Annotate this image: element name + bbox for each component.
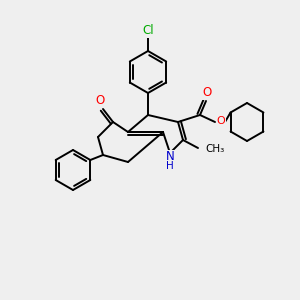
Text: O: O	[202, 86, 211, 100]
Text: O: O	[95, 94, 105, 107]
Text: O: O	[217, 116, 225, 126]
Text: Cl: Cl	[142, 25, 154, 38]
Text: H: H	[166, 161, 174, 171]
Text: N: N	[166, 151, 174, 164]
Text: CH₃: CH₃	[205, 144, 224, 154]
